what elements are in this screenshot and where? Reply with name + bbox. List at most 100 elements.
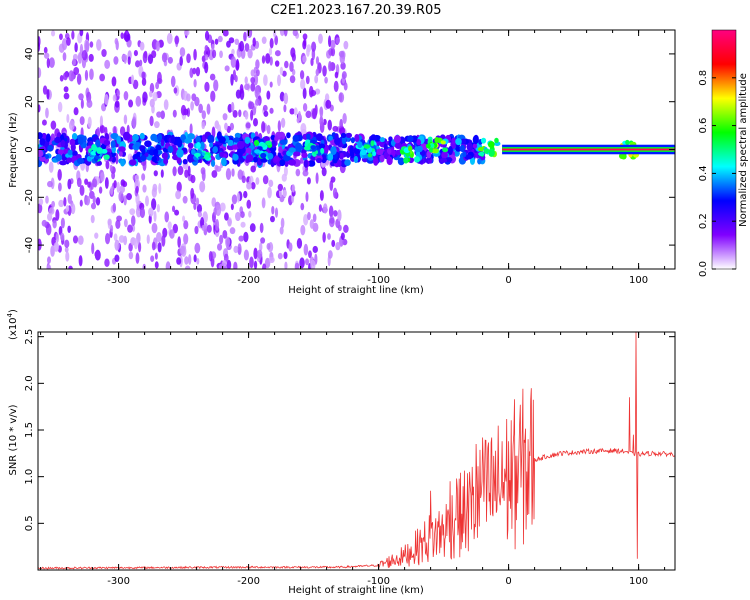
heatmap-cell <box>320 154 327 164</box>
heatmap-cell <box>85 195 91 206</box>
heatmap-cell <box>271 205 275 215</box>
heatmap-cell <box>46 57 50 69</box>
heatmap-cell <box>277 252 283 260</box>
heatmap-cell <box>215 165 222 172</box>
heatmap-cell <box>303 146 311 151</box>
heatmap-cell <box>334 71 339 79</box>
heatmap-cell <box>229 122 235 131</box>
heatmap-cell <box>166 32 173 45</box>
heatmap-cell <box>319 115 324 127</box>
heatmap-cell <box>330 176 336 183</box>
heatmap-cell <box>148 207 154 217</box>
x-tick-label: -200 <box>237 275 260 286</box>
heatmap-cell <box>72 58 77 66</box>
heatmap-cell <box>237 243 242 256</box>
heatmap-cell <box>370 140 375 147</box>
heatmap-cell <box>163 99 169 111</box>
heatmap-cell <box>173 87 178 94</box>
heatmap-cell <box>302 170 309 177</box>
heatmap-cell <box>111 171 116 180</box>
snr-line <box>38 332 675 570</box>
heatmap-cell <box>42 119 47 126</box>
heatmap-cell <box>283 104 287 113</box>
heatmap-cell <box>394 142 402 149</box>
heatmap-cell <box>328 205 334 218</box>
heatmap-cell <box>90 183 94 190</box>
heatmap-cell <box>307 211 311 221</box>
heatmap-cell <box>282 189 288 198</box>
heatmap-cell <box>277 120 281 132</box>
heatmap-cell <box>67 178 72 190</box>
heatmap-cell <box>145 195 149 207</box>
heatmap-cell <box>245 147 252 154</box>
heatmap-cell <box>327 250 333 259</box>
heatmap-cell <box>339 127 346 135</box>
heatmap-cell <box>225 168 232 181</box>
heatmap-cell <box>64 246 69 253</box>
heatmap-cell <box>104 258 110 267</box>
heatmap-cell <box>174 35 180 45</box>
heatmap-cell <box>248 101 255 110</box>
heatmap-cell <box>130 74 135 85</box>
snr-panel: -300 -200 -100 0 100 0.5 1.0 1.5 2.0 2.5 Height … <box>6 309 676 596</box>
heatmap-cell <box>195 135 201 144</box>
heatmap-cell <box>201 121 206 130</box>
heatmap-cell <box>277 183 283 191</box>
heatmap-cell <box>191 148 196 156</box>
heatmap-cell <box>172 109 177 118</box>
heatmap-cell <box>316 157 323 164</box>
heatmap-cell <box>269 38 274 49</box>
heatmap-cell <box>160 138 165 147</box>
heatmap-cell <box>302 55 307 63</box>
heatmap-cell <box>315 133 323 142</box>
heatmap-cell <box>48 161 54 173</box>
colorbar: 0.0 0.2 0.4 0.6 0.8 Normalized spectral ampl… <box>698 29 749 277</box>
heatmap-cell <box>329 39 336 50</box>
heatmap-cell <box>502 148 675 151</box>
heatmap-cell <box>289 108 295 115</box>
heatmap-cell <box>184 256 189 265</box>
heatmap-cell <box>184 138 193 144</box>
heatmap-cell <box>110 224 114 233</box>
heatmap-cell <box>235 89 242 99</box>
heatmap-cell <box>328 215 335 228</box>
heatmap-cell <box>152 92 158 102</box>
heatmap-cell <box>329 180 334 191</box>
heatmap-cell <box>302 103 308 112</box>
heatmap-cell <box>292 134 300 142</box>
heatmap-cell <box>141 148 146 155</box>
heatmap-cell <box>225 236 231 248</box>
heatmap-cell <box>259 242 263 252</box>
heatmap-cell <box>96 147 103 154</box>
colorbar-tick-label: 0.2 <box>698 213 709 229</box>
heatmap-cell <box>99 115 104 128</box>
heatmap-cell <box>250 76 256 84</box>
heatmap-cell <box>265 140 272 146</box>
heatmap-cell <box>339 118 344 130</box>
heatmap-cell <box>123 55 127 64</box>
y-tick-label: 20 <box>24 95 35 108</box>
heatmap-cell <box>269 81 273 88</box>
heatmap-cell <box>324 76 328 84</box>
heatmap-cell <box>46 133 51 143</box>
heatmap-cell <box>311 108 317 120</box>
heatmap-cell <box>268 47 273 56</box>
heatmap-cell <box>105 160 110 170</box>
y-tick-label: 2.0 <box>24 375 35 391</box>
heatmap-cell <box>439 157 448 163</box>
heatmap-cell <box>297 110 302 122</box>
heatmap-cell <box>123 218 128 228</box>
heatmap-cell <box>306 133 311 140</box>
heatmap-cell <box>92 195 96 205</box>
heatmap-cell <box>116 181 120 193</box>
snr-y-ticks: 0.5 1.0 1.5 2.0 2.5 <box>24 329 675 531</box>
heatmap-cell <box>208 250 213 262</box>
heatmap-cell <box>63 72 68 81</box>
heatmap-cell <box>318 33 323 44</box>
heatmap-cell <box>196 197 200 206</box>
heatmap-cell <box>300 78 306 90</box>
heatmap-cell <box>209 142 214 148</box>
x-tick-label: -100 <box>367 576 390 587</box>
heatmap-cell <box>432 148 439 154</box>
heatmap-cell <box>273 30 277 38</box>
